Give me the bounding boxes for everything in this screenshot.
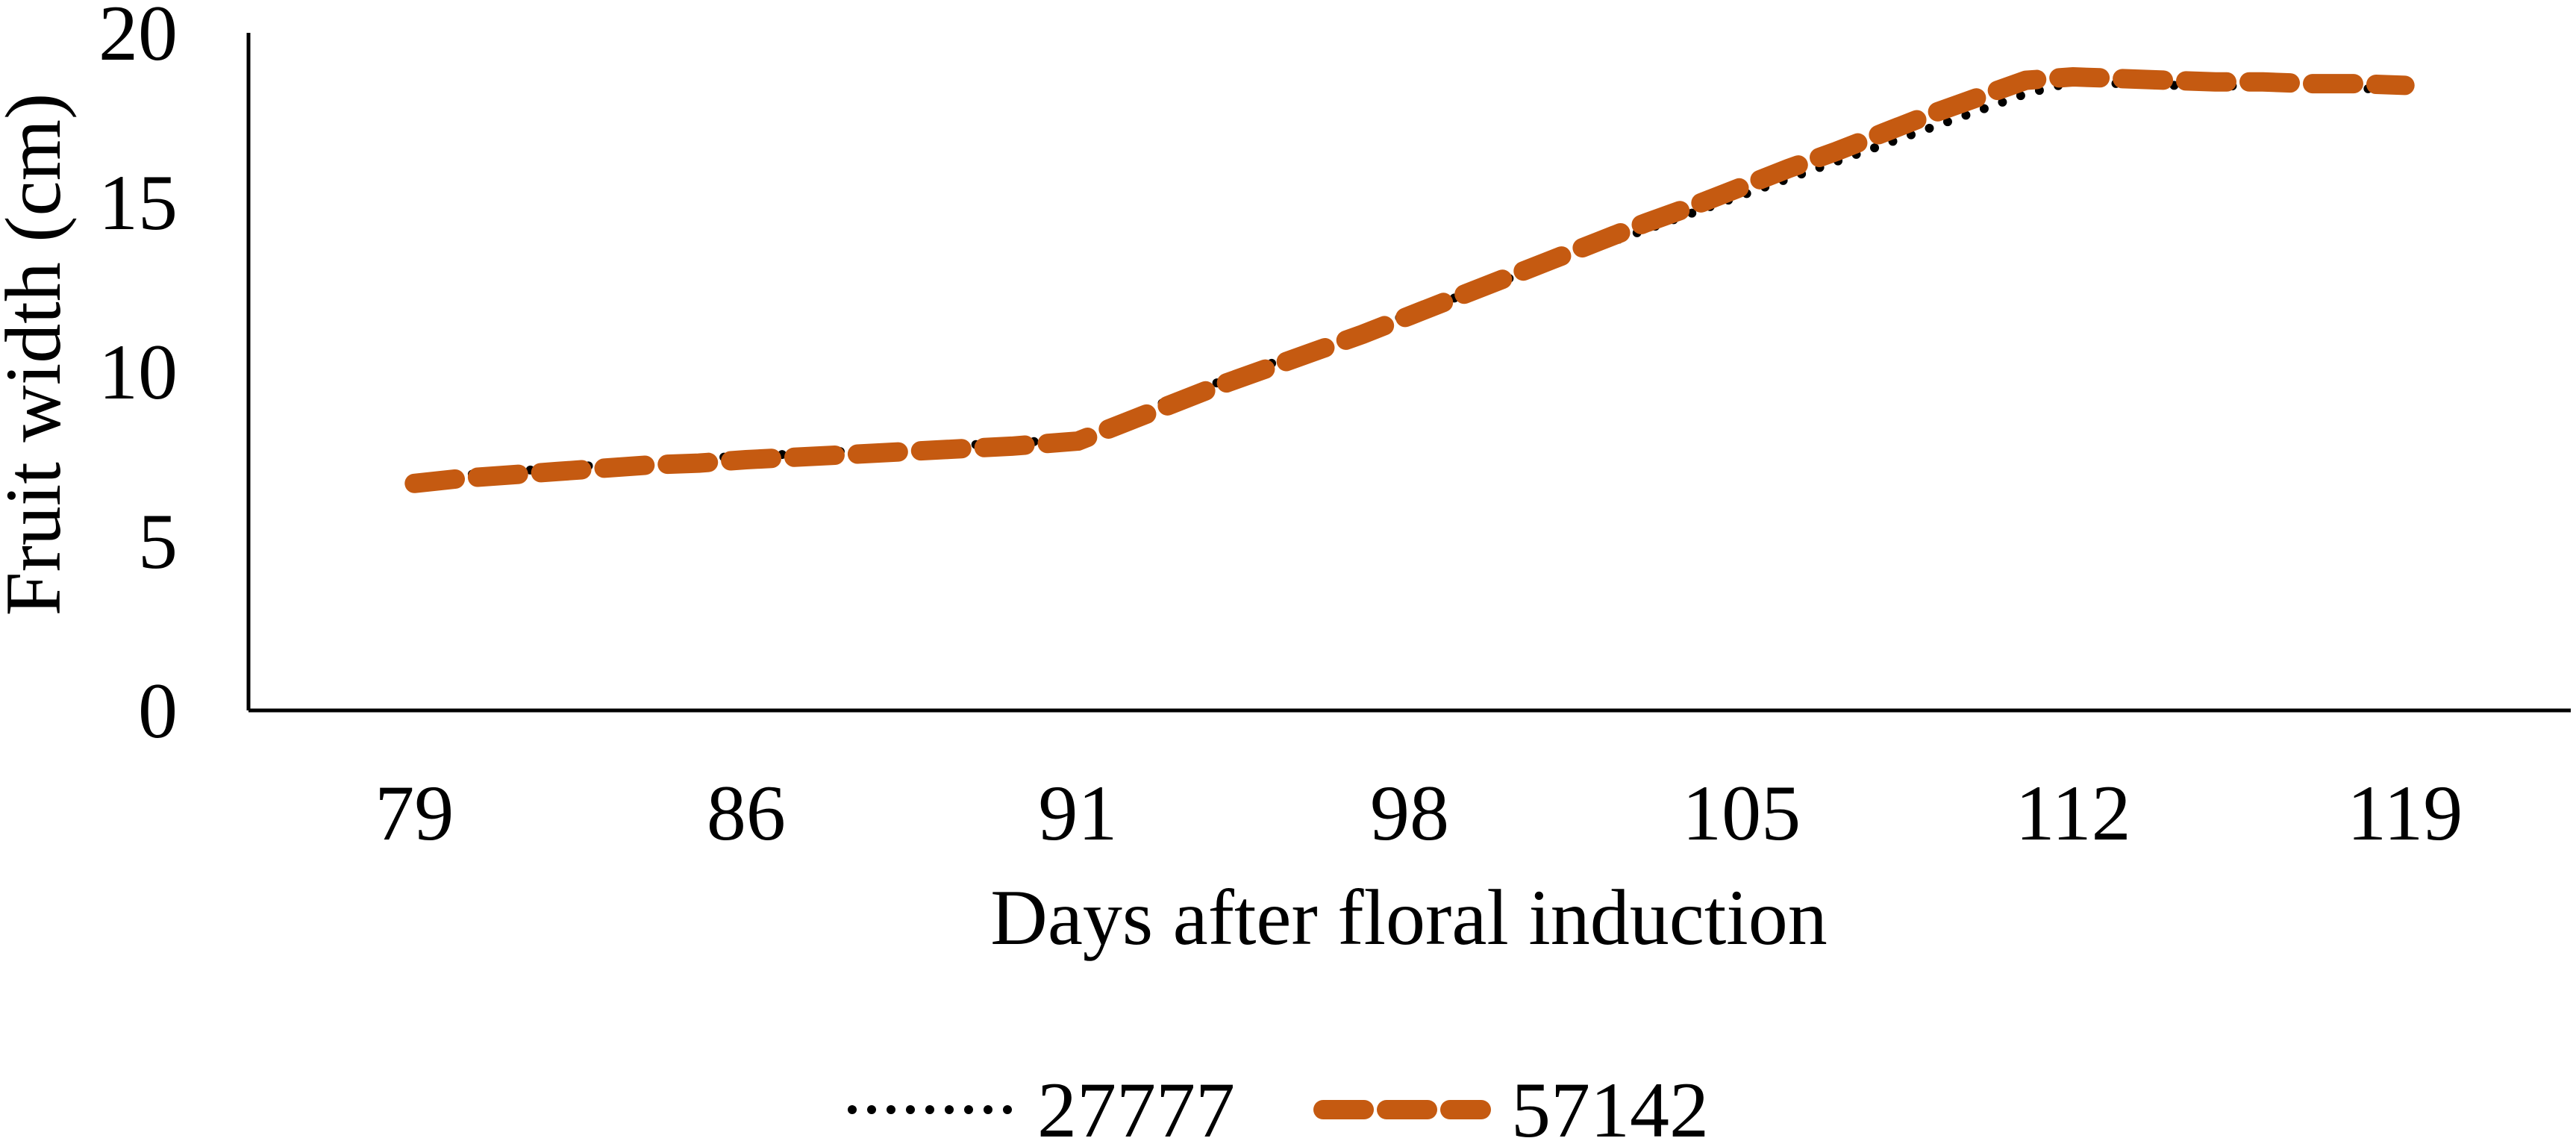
plot-area: 0 5 10 15 20 79 86 91 98 105 112 119 — [99, 0, 2571, 857]
x-axis-title: Days after floral induction — [990, 874, 1827, 961]
legend-label: 27777 — [1037, 1066, 1235, 1141]
legend-item-57142: 57142 — [1313, 1066, 1709, 1141]
legend-item-27777: 27777 — [848, 1066, 1235, 1141]
x-tick-label: 105 — [1682, 769, 1801, 857]
y-tick-label: 5 — [138, 498, 178, 585]
legend: 27777 57142 — [848, 1066, 1709, 1141]
series-line-57142 — [404, 67, 2415, 493]
y-tick-label: 20 — [99, 0, 178, 77]
series-layer — [404, 67, 2415, 493]
x-tick-label: 91 — [1038, 769, 1117, 857]
y-tick-label: 10 — [99, 328, 178, 416]
y-axis-title: Fruit width (cm) — [0, 93, 77, 616]
legend-label: 57142 — [1511, 1066, 1709, 1141]
x-tick-label: 112 — [2016, 769, 2131, 857]
series-line-27777 — [410, 77, 2410, 485]
x-tick-labels: 79 86 91 98 105 112 119 — [375, 769, 2463, 857]
x-tick-label: 98 — [1370, 769, 1449, 857]
x-tick-label: 86 — [707, 769, 786, 857]
x-tick-label: 119 — [2347, 769, 2463, 857]
y-tick-labels: 0 5 10 15 20 — [99, 0, 178, 754]
x-tick-label: 79 — [375, 769, 454, 857]
y-tick-label: 15 — [99, 159, 178, 246]
y-tick-label: 0 — [138, 667, 178, 754]
